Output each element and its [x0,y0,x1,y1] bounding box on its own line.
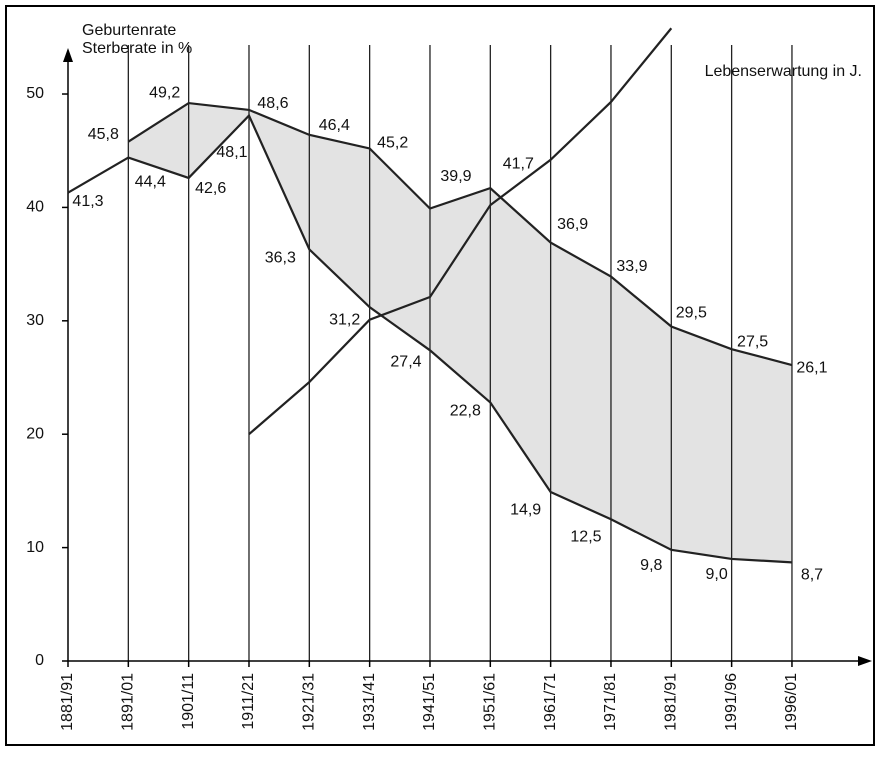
x-tick-label: 1951/61 [482,673,499,731]
data-label: 22,8 [450,403,481,420]
x-tick-label: 1911/21 [240,673,257,730]
data-label: 29,5 [676,305,707,322]
data-label: 45,2 [377,135,408,152]
y-tick-label: 40 [26,199,44,216]
data-label: 45,8 [88,126,119,143]
series-line [248,27,673,436]
fill-between [128,103,792,563]
data-label: 48,1 [216,144,247,161]
data-label: 9,8 [640,557,662,574]
data-label: 46,4 [319,117,350,134]
data-label: 41,3 [72,193,103,210]
series-name: Lebenserwartung in J. [705,63,862,80]
y-tick-label: 30 [26,312,44,329]
x-tick-label: 1996/01 [783,673,800,731]
data-label: 48,6 [257,95,288,112]
y-axis-arrow [63,48,73,62]
x-tick-label: 1901/11 [180,673,197,730]
x-tick-label: 1991/96 [723,673,740,731]
y-tick-label: 10 [26,539,44,556]
data-label: 41,7 [503,155,534,172]
x-tick-label: 1891/01 [120,673,137,731]
data-label: 9,0 [706,566,728,583]
x-tick-label: 1881/91 [59,673,76,731]
x-tick-label: 1961/71 [542,673,559,731]
x-axis-arrow [858,656,872,666]
data-label: 27,5 [737,333,768,350]
data-label: 39,9 [440,168,471,185]
series-line [67,113,793,564]
data-label: 44,4 [135,174,166,191]
data-label: 31,2 [329,311,360,328]
series-line [127,101,793,367]
data-label: 49,2 [149,84,180,101]
x-tick-label: 1931/41 [361,673,378,731]
frame [5,5,875,746]
x-tick-label: 1921/31 [301,673,318,731]
x-tick-label: 1941/51 [421,673,438,731]
y-axis-label: Geburtenrate [82,22,176,39]
y-tick-label: 0 [35,652,44,669]
y-tick-label: 50 [26,85,44,102]
y-axis-label: Sterberate in % [82,40,192,57]
data-label: 26,1 [796,359,827,376]
data-label: 33,9 [616,258,647,275]
data-label: 8,7 [801,567,823,584]
data-label: 36,3 [265,250,296,267]
data-label: 27,4 [390,354,421,371]
data-label: 12,5 [570,528,601,545]
data-label: 14,9 [510,501,541,518]
y-tick-label: 20 [26,425,44,442]
data-label: 42,6 [195,180,226,197]
data-label: 36,9 [557,216,588,233]
x-tick-label: 1971/81 [602,673,619,731]
x-tick-label: 1981/91 [663,673,680,731]
